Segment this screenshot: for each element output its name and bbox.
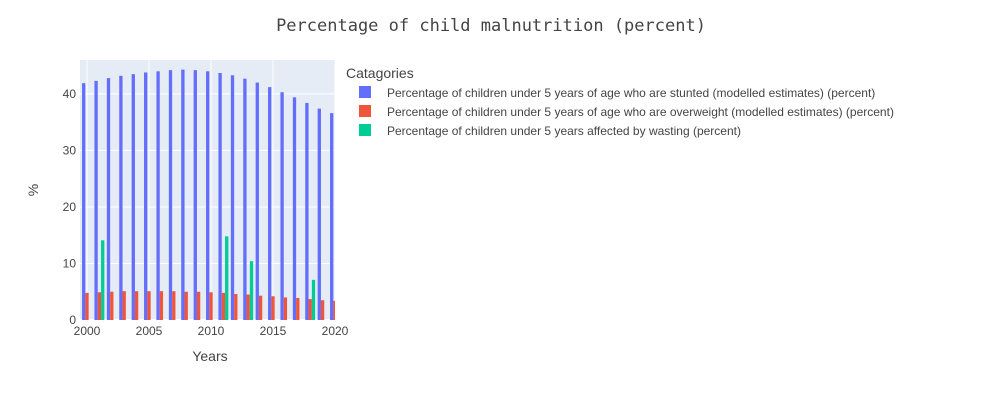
bar-stunted[interactable]	[156, 71, 160, 320]
bar-overweight[interactable]	[283, 297, 288, 320]
bar-overweight[interactable]	[221, 292, 226, 320]
x-tick-label: 2005	[136, 324, 163, 338]
bar-overweight[interactable]	[147, 291, 151, 320]
bar-stunted[interactable]	[268, 87, 272, 320]
bar-overweight[interactable]	[85, 292, 89, 320]
bar-overweight[interactable]	[246, 294, 250, 320]
bar-stunted[interactable]	[94, 80, 98, 320]
legend-swatch-wasting	[359, 124, 371, 136]
bar-stunted[interactable]	[255, 82, 259, 320]
bar-stunted[interactable]	[330, 113, 334, 320]
bar-overweight[interactable]	[172, 291, 176, 320]
x-axis-title: Years	[192, 348, 227, 364]
legend-label-overweight: Percentage of children under 5 years of …	[387, 105, 894, 119]
legend: Catagories Percentage of children under …	[346, 65, 894, 138]
bar-overweight[interactable]	[97, 292, 102, 320]
x-tick-label: 2010	[198, 324, 225, 338]
bar-stunted[interactable]	[218, 73, 222, 320]
y-axis-title: %	[25, 184, 41, 196]
bar-stunted[interactable]	[82, 83, 86, 320]
bar-stunted[interactable]	[292, 97, 297, 320]
bar-stunted[interactable]	[230, 75, 235, 321]
bar-stunted[interactable]	[193, 70, 197, 320]
y-tick-label: 30	[63, 143, 77, 157]
y-tick-label: 0	[69, 313, 76, 327]
bar-overweight[interactable]	[258, 295, 263, 320]
x-tick-label: 2015	[260, 324, 287, 338]
bar-stunted[interactable]	[181, 69, 185, 320]
bar-overweight[interactable]	[159, 291, 164, 320]
bar-overweight[interactable]	[271, 296, 275, 320]
bar-wasting[interactable]	[249, 261, 254, 320]
bar-wasting[interactable]	[311, 279, 316, 320]
legend-swatch-stunted	[359, 86, 371, 98]
bar-wasting[interactable]	[225, 236, 229, 320]
legend-item-overweight[interactable]: Percentage of children under 5 years of …	[359, 105, 894, 119]
x-tick-labels: 2000 2005 2010 2015 2020	[74, 324, 349, 338]
legend-item-wasting[interactable]: Percentage of children under 5 years aff…	[359, 124, 741, 138]
y-tick-label: 20	[63, 200, 77, 214]
y-tick-label: 40	[63, 87, 77, 101]
bar-overweight[interactable]	[296, 297, 300, 320]
bar-overweight[interactable]	[308, 299, 312, 320]
bar-overweight[interactable]	[333, 300, 335, 320]
x-tick-label: 2000	[74, 324, 101, 338]
y-tick-label: 10	[63, 256, 77, 270]
bar-overweight[interactable]	[122, 291, 126, 320]
bar-stunted[interactable]	[243, 78, 247, 320]
bar-stunted[interactable]	[206, 71, 210, 320]
bar-overweight[interactable]	[184, 291, 188, 320]
legend-label-wasting: Percentage of children under 5 years aff…	[387, 124, 741, 138]
bar-overweight[interactable]	[234, 294, 238, 320]
bar-overweight[interactable]	[196, 291, 201, 320]
bar-overweight[interactable]	[209, 292, 213, 320]
chart-title: Percentage of child malnutrition (percen…	[276, 16, 706, 36]
bar-overweight[interactable]	[110, 291, 114, 320]
legend-item-stunted[interactable]: Percentage of children under 5 years of …	[359, 86, 875, 100]
y-tick-labels: 0 10 20 30 40	[63, 87, 77, 327]
bar-stunted[interactable]	[144, 72, 148, 320]
bar-stunted[interactable]	[119, 75, 123, 321]
legend-title: Catagories	[346, 65, 414, 81]
bar-stunted[interactable]	[317, 108, 321, 320]
bar-overweight[interactable]	[320, 300, 325, 320]
bar-stunted[interactable]	[305, 102, 309, 321]
bar-stunted[interactable]	[280, 92, 284, 320]
bar-stunted[interactable]	[106, 78, 111, 320]
bar-stunted[interactable]	[168, 70, 173, 320]
bar-overweight[interactable]	[134, 291, 139, 320]
legend-label-stunted: Percentage of children under 5 years of …	[387, 86, 875, 100]
bar-wasting[interactable]	[101, 240, 105, 320]
bars	[82, 69, 335, 321]
x-tick-label: 2020	[322, 324, 349, 338]
legend-swatch-overweight	[359, 105, 371, 117]
bar-stunted[interactable]	[131, 74, 135, 320]
